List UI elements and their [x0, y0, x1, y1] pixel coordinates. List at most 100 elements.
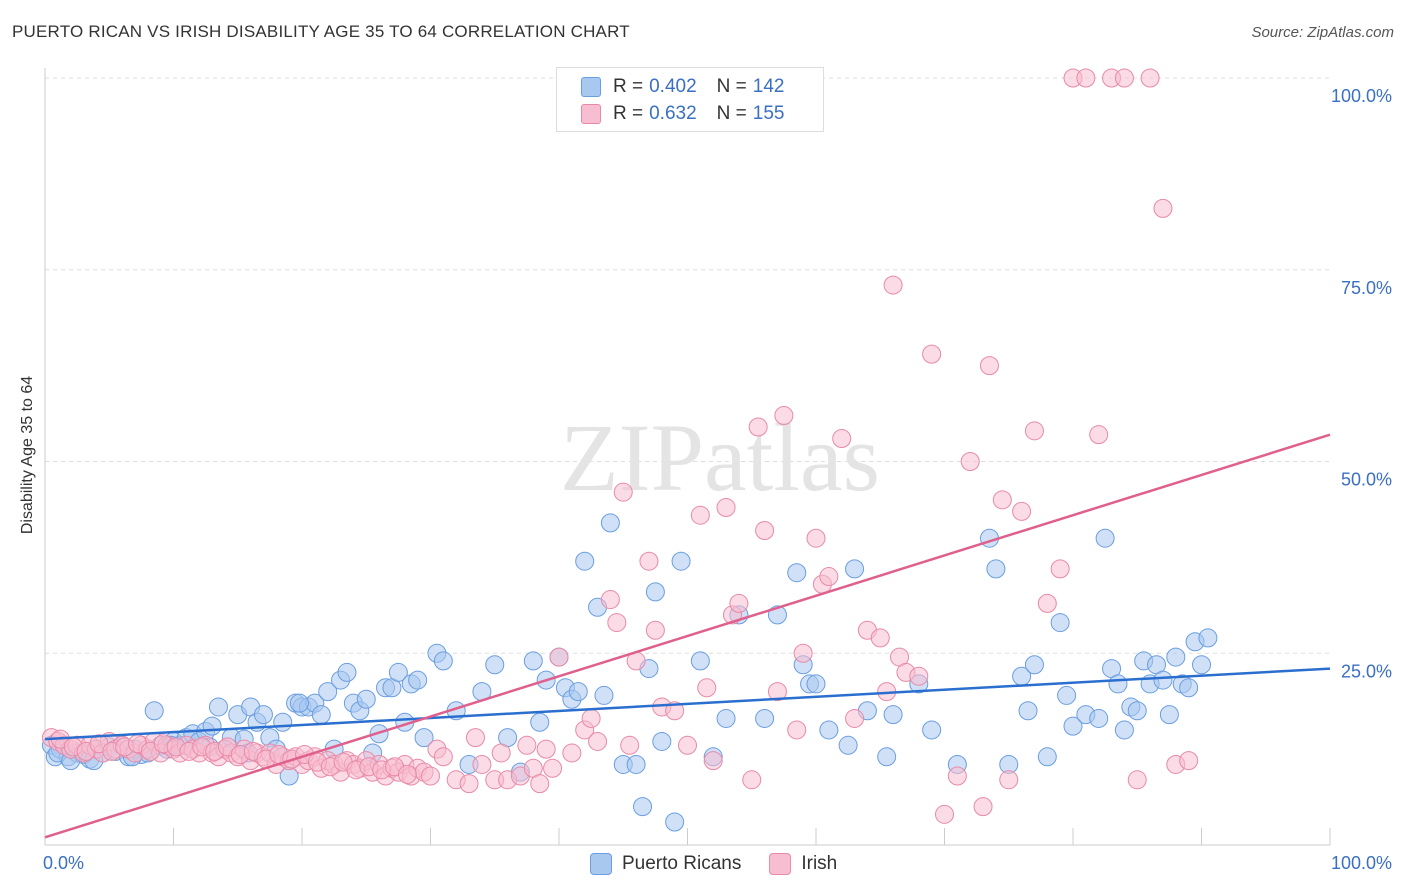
irish-point: [1114, 68, 1134, 88]
irish-point: [459, 774, 479, 794]
irish-point: [491, 743, 511, 763]
puerto-rican-point: [388, 662, 408, 682]
puerto-rican-point: [414, 728, 434, 748]
puerto-rican-point: [1192, 655, 1211, 675]
puerto-rican-point: [671, 551, 691, 571]
r-label: R =: [613, 76, 644, 97]
legend-item-puerto-ricans[interactable]: Puerto Ricans: [590, 853, 741, 875]
irish-point: [472, 754, 492, 774]
puerto-rican-point: [208, 697, 228, 717]
irish-point: [960, 452, 980, 471]
irish-point: [716, 498, 736, 518]
puerto-rican-point: [665, 812, 685, 832]
puerto-rican-point: [716, 708, 736, 728]
irish-trend-line: [44, 433, 1331, 839]
irish-point: [806, 528, 826, 548]
puerto-rican-point: [289, 693, 309, 713]
irish-point: [530, 774, 550, 794]
irish-point: [774, 405, 794, 425]
legend-label: Puerto Ricans: [622, 853, 742, 874]
puerto-rican-point: [273, 712, 293, 732]
irish-point: [1076, 68, 1096, 88]
irish-point: [1037, 593, 1057, 613]
puerto-rican-point: [633, 797, 653, 817]
puerto-rican-point: [652, 731, 672, 751]
irish-point: [935, 804, 954, 824]
puerto-rican-point: [433, 651, 453, 671]
puerto-rican-point: [838, 735, 858, 755]
irish-point: [922, 344, 942, 364]
puerto-rican-point: [253, 705, 273, 725]
irish-point: [645, 620, 665, 640]
pink-swatch: [769, 853, 792, 875]
n-label: N =: [716, 76, 747, 97]
blue-swatch: [581, 77, 601, 97]
irish-point: [678, 735, 697, 755]
irish-point: [465, 728, 485, 748]
irish-point: [1179, 751, 1199, 771]
trend-lines: [44, 433, 1331, 839]
irish-point: [755, 521, 775, 541]
puerto-rican-point: [1057, 685, 1077, 705]
puerto-rican-point: [408, 670, 428, 690]
irish-point: [600, 590, 620, 610]
puerto-rican-point: [485, 655, 505, 675]
irish-point: [397, 764, 417, 784]
puerto-rican-point: [1018, 701, 1038, 721]
irish-point: [767, 682, 787, 702]
puerto-rican-point: [1179, 678, 1199, 698]
irish-point: [1050, 559, 1070, 579]
irish-point: [665, 701, 685, 721]
irish-point: [421, 766, 440, 786]
irish-point: [947, 766, 967, 786]
puerto-rican-point: [594, 685, 614, 705]
x-tick-label: 100.0%: [1331, 853, 1392, 873]
r-label: R =: [613, 103, 644, 124]
puerto-rican-point: [523, 651, 543, 671]
puerto-rican-point: [806, 674, 826, 694]
watermark: ZIPatlas: [560, 404, 880, 511]
puerto-rican-point: [1198, 628, 1218, 648]
puerto-rican-point: [202, 716, 222, 736]
puerto-rican-point: [877, 747, 897, 767]
puerto-rican-point: [883, 705, 903, 725]
y-tick-label: 75.0%: [1341, 278, 1392, 298]
y-tick-label: 50.0%: [1341, 470, 1392, 490]
tick-labels: 25.0% 50.0% 75.0% 100.0% 0.0% 100.0%: [43, 86, 1392, 873]
puerto-rican-point: [1095, 528, 1115, 548]
puerto-rican-point: [144, 701, 164, 721]
irish-point: [549, 647, 569, 667]
irish-point: [620, 735, 640, 755]
blue-swatch: [590, 853, 612, 875]
irish-point: [613, 482, 633, 502]
irish-point: [870, 628, 890, 648]
puerto-rican-point: [356, 689, 376, 709]
puerto-rican-point: [1153, 670, 1173, 690]
puerto-rican-point: [1166, 647, 1186, 667]
irish-point: [433, 747, 453, 767]
puerto-ricans-trend-line: [44, 667, 1331, 741]
irish-point: [909, 666, 929, 686]
irish-point: [845, 708, 865, 728]
puerto-rican-point: [318, 682, 338, 702]
irish-point: [581, 708, 601, 728]
irish-point: [697, 678, 717, 698]
y-axis-label: Disability Age 35 to 64: [19, 375, 36, 535]
source-label: Source: ZipAtlas.com: [1251, 24, 1394, 41]
y-tick-label: 100.0%: [1331, 86, 1392, 106]
puerto-rican-point: [690, 651, 710, 671]
puerto-rican-point: [986, 559, 1006, 579]
x-tick-label: 0.0%: [43, 853, 84, 873]
irish-point: [1153, 198, 1173, 218]
stats-legend: R = 0.402 N = 142 R = 0.632 N = 155: [556, 67, 824, 132]
legend-item-irish[interactable]: Irish: [769, 853, 837, 875]
irish-point: [729, 593, 749, 613]
irish-point: [787, 720, 807, 740]
y-tick-label: 25.0%: [1341, 661, 1392, 681]
puerto-rican-point: [1089, 708, 1109, 728]
irish-point: [588, 731, 608, 751]
puerto-rican-point: [845, 559, 865, 579]
puerto-rican-point: [922, 720, 942, 740]
irish-point: [992, 490, 1012, 510]
